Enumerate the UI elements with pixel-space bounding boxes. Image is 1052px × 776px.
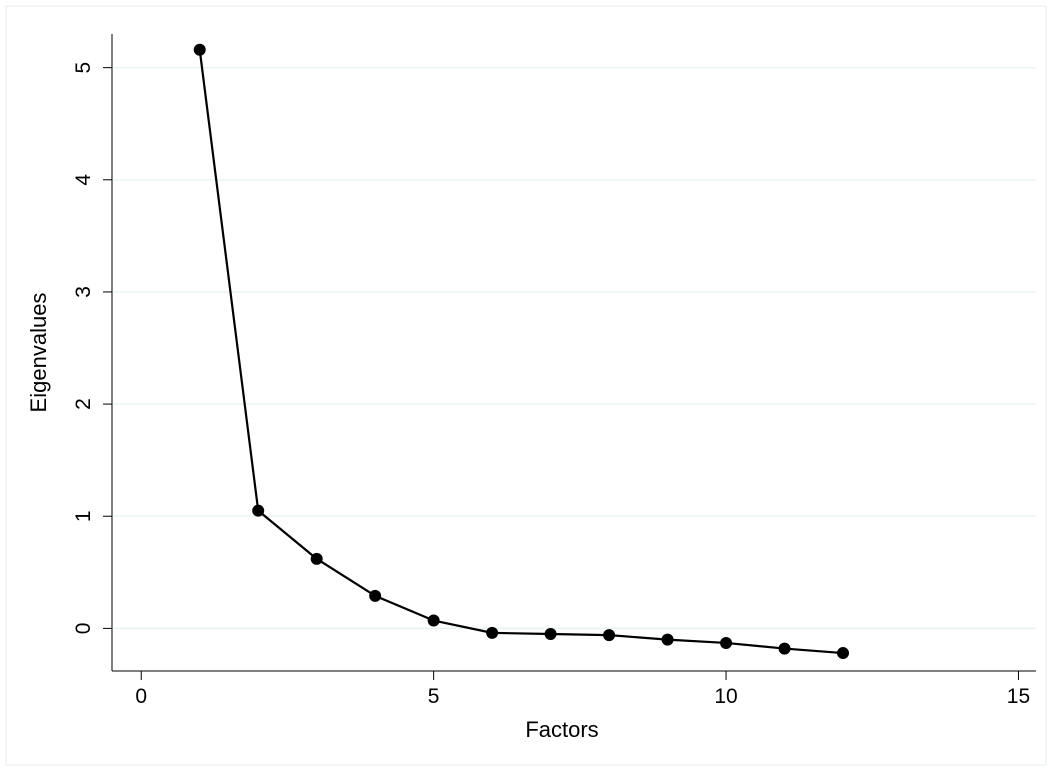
x-tick-label-5: 5 [428,685,440,708]
data-point-4 [369,589,382,602]
axes [111,34,1036,672]
y-tick-label-0: 0 [72,623,95,635]
data-point-10 [720,636,733,649]
y-tick-label-4: 4 [72,174,95,186]
y-tick-label-1: 1 [72,510,95,522]
series-group [193,43,850,660]
data-point-11 [778,642,791,655]
x-axis-label: Factors [525,717,598,742]
data-point-3 [310,552,323,565]
data-point-5 [427,614,440,627]
y-axis-ticks: 0 1 2 3 4 5 [72,62,112,634]
data-point-2 [252,504,265,517]
y-axis-label: Eigenvalues [26,293,51,413]
series-line [198,49,844,655]
data-point-9 [661,633,674,646]
x-tick-label-15: 15 [1007,685,1030,708]
x-tick-label-10: 10 [714,685,737,708]
data-point-1 [193,43,206,56]
x-axis-ticks: 0 5 10 15 [135,671,1030,708]
data-point-8 [603,629,616,642]
graph-frame [5,5,1047,766]
y-tick-label-5: 5 [72,62,95,74]
data-point-12 [837,647,850,660]
gridlines [113,66,1036,630]
data-point-7 [544,627,557,640]
x-tick-label-0: 0 [135,685,147,708]
data-point-6 [486,626,499,639]
y-tick-label-3: 3 [72,286,95,298]
y-tick-label-2: 2 [72,398,95,410]
